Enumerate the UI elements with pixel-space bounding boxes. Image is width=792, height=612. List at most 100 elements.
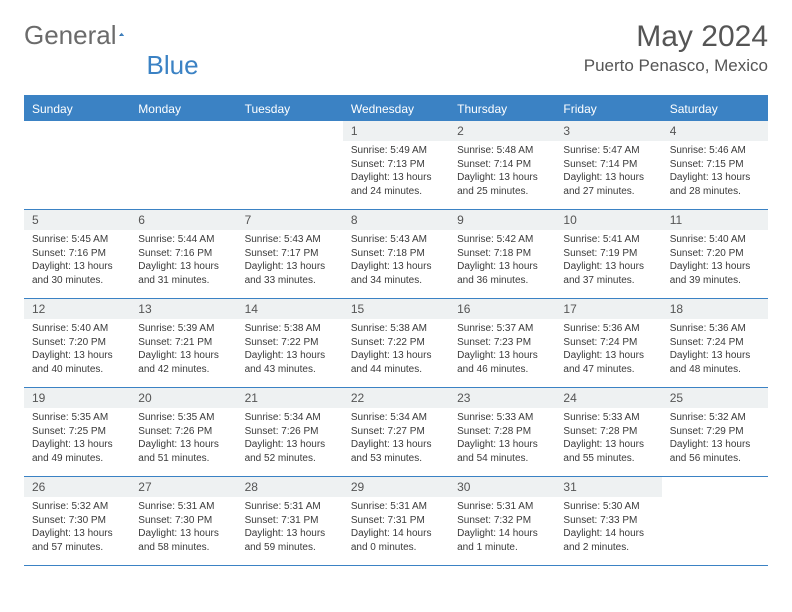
day-cell-1: 1Sunrise: 5:49 AMSunset: 7:13 PMDaylight… [343,121,449,210]
day-details: Sunrise: 5:33 AMSunset: 7:28 PMDaylight:… [449,408,555,471]
day-details: Sunrise: 5:33 AMSunset: 7:28 PMDaylight:… [555,408,661,471]
day-details: Sunrise: 5:31 AMSunset: 7:32 PMDaylight:… [449,497,555,560]
day-cell-29: 29Sunrise: 5:31 AMSunset: 7:31 PMDayligh… [343,477,449,566]
day-number: 24 [555,388,661,408]
day-number: 1 [343,121,449,141]
day-cell-12: 12Sunrise: 5:40 AMSunset: 7:20 PMDayligh… [24,299,130,388]
day-details: Sunrise: 5:34 AMSunset: 7:26 PMDaylight:… [237,408,343,471]
calendar-table: SundayMondayTuesdayWednesdayThursdayFrid… [24,95,768,566]
day-cell-2: 2Sunrise: 5:48 AMSunset: 7:14 PMDaylight… [449,121,555,210]
day-number: 13 [130,299,236,319]
day-number: 2 [449,121,555,141]
day-details: Sunrise: 5:37 AMSunset: 7:23 PMDaylight:… [449,319,555,382]
day-details: Sunrise: 5:36 AMSunset: 7:24 PMDaylight:… [555,319,661,382]
day-details: Sunrise: 5:47 AMSunset: 7:14 PMDaylight:… [555,141,661,204]
day-details: Sunrise: 5:32 AMSunset: 7:30 PMDaylight:… [24,497,130,560]
month-title: May 2024 [584,20,768,54]
weekday-wednesday: Wednesday [343,96,449,121]
day-cell-20: 20Sunrise: 5:35 AMSunset: 7:26 PMDayligh… [130,388,236,477]
weekday-saturday: Saturday [662,96,768,121]
day-details: Sunrise: 5:40 AMSunset: 7:20 PMDaylight:… [662,230,768,293]
day-cell-21: 21Sunrise: 5:34 AMSunset: 7:26 PMDayligh… [237,388,343,477]
day-number: 22 [343,388,449,408]
title-block: May 2024 Puerto Penasco, Mexico [584,20,768,76]
day-number: 28 [237,477,343,497]
day-number: 26 [24,477,130,497]
logo-text-1: General [24,20,117,51]
day-details: Sunrise: 5:41 AMSunset: 7:19 PMDaylight:… [555,230,661,293]
day-cell-26: 26Sunrise: 5:32 AMSunset: 7:30 PMDayligh… [24,477,130,566]
day-details: Sunrise: 5:46 AMSunset: 7:15 PMDaylight:… [662,141,768,204]
day-number: 6 [130,210,236,230]
day-cell-17: 17Sunrise: 5:36 AMSunset: 7:24 PMDayligh… [555,299,661,388]
day-details: Sunrise: 5:48 AMSunset: 7:14 PMDaylight:… [449,141,555,204]
day-number: 30 [449,477,555,497]
day-number: 15 [343,299,449,319]
day-cell-22: 22Sunrise: 5:34 AMSunset: 7:27 PMDayligh… [343,388,449,477]
day-cell-30: 30Sunrise: 5:31 AMSunset: 7:32 PMDayligh… [449,477,555,566]
day-number: 29 [343,477,449,497]
day-cell-19: 19Sunrise: 5:35 AMSunset: 7:25 PMDayligh… [24,388,130,477]
day-details: Sunrise: 5:43 AMSunset: 7:17 PMDaylight:… [237,230,343,293]
day-number: 7 [237,210,343,230]
day-cell-3: 3Sunrise: 5:47 AMSunset: 7:14 PMDaylight… [555,121,661,210]
day-cell-4: 4Sunrise: 5:46 AMSunset: 7:15 PMDaylight… [662,121,768,210]
day-number: 5 [24,210,130,230]
day-number: 9 [449,210,555,230]
day-number: 10 [555,210,661,230]
weekday-header-row: SundayMondayTuesdayWednesdayThursdayFrid… [24,96,768,121]
day-details: Sunrise: 5:38 AMSunset: 7:22 PMDaylight:… [237,319,343,382]
day-cell-28: 28Sunrise: 5:31 AMSunset: 7:31 PMDayligh… [237,477,343,566]
day-cell-10: 10Sunrise: 5:41 AMSunset: 7:19 PMDayligh… [555,210,661,299]
weekday-friday: Friday [555,96,661,121]
day-number: 20 [130,388,236,408]
weekday-thursday: Thursday [449,96,555,121]
day-cell-24: 24Sunrise: 5:33 AMSunset: 7:28 PMDayligh… [555,388,661,477]
day-cell-18: 18Sunrise: 5:36 AMSunset: 7:24 PMDayligh… [662,299,768,388]
week-row: 1Sunrise: 5:49 AMSunset: 7:13 PMDaylight… [24,121,768,210]
day-cell-23: 23Sunrise: 5:33 AMSunset: 7:28 PMDayligh… [449,388,555,477]
logo: General [24,20,147,51]
day-number: 31 [555,477,661,497]
day-cell-13: 13Sunrise: 5:39 AMSunset: 7:21 PMDayligh… [130,299,236,388]
day-number: 16 [449,299,555,319]
day-cell-11: 11Sunrise: 5:40 AMSunset: 7:20 PMDayligh… [662,210,768,299]
week-row: 26Sunrise: 5:32 AMSunset: 7:30 PMDayligh… [24,477,768,566]
weekday-tuesday: Tuesday [237,96,343,121]
day-details: Sunrise: 5:30 AMSunset: 7:33 PMDaylight:… [555,497,661,560]
day-details: Sunrise: 5:40 AMSunset: 7:20 PMDaylight:… [24,319,130,382]
day-number: 17 [555,299,661,319]
day-cell-6: 6Sunrise: 5:44 AMSunset: 7:16 PMDaylight… [130,210,236,299]
empty-cell [130,121,236,210]
week-row: 19Sunrise: 5:35 AMSunset: 7:25 PMDayligh… [24,388,768,477]
day-number: 18 [662,299,768,319]
day-number: 4 [662,121,768,141]
day-cell-5: 5Sunrise: 5:45 AMSunset: 7:16 PMDaylight… [24,210,130,299]
day-number: 21 [237,388,343,408]
day-number: 23 [449,388,555,408]
day-cell-7: 7Sunrise: 5:43 AMSunset: 7:17 PMDaylight… [237,210,343,299]
day-number: 11 [662,210,768,230]
day-details: Sunrise: 5:31 AMSunset: 7:30 PMDaylight:… [130,497,236,560]
day-details: Sunrise: 5:42 AMSunset: 7:18 PMDaylight:… [449,230,555,293]
day-cell-8: 8Sunrise: 5:43 AMSunset: 7:18 PMDaylight… [343,210,449,299]
empty-cell [662,477,768,566]
day-number: 3 [555,121,661,141]
day-details: Sunrise: 5:38 AMSunset: 7:22 PMDaylight:… [343,319,449,382]
day-details: Sunrise: 5:32 AMSunset: 7:29 PMDaylight:… [662,408,768,471]
location: Puerto Penasco, Mexico [584,56,768,76]
day-number: 12 [24,299,130,319]
day-details: Sunrise: 5:45 AMSunset: 7:16 PMDaylight:… [24,230,130,293]
day-details: Sunrise: 5:35 AMSunset: 7:26 PMDaylight:… [130,408,236,471]
day-cell-31: 31Sunrise: 5:30 AMSunset: 7:33 PMDayligh… [555,477,661,566]
week-row: 12Sunrise: 5:40 AMSunset: 7:20 PMDayligh… [24,299,768,388]
logo-text-2: Blue [147,50,199,81]
logo-mark-icon [119,23,124,45]
weekday-sunday: Sunday [24,96,130,121]
day-cell-15: 15Sunrise: 5:38 AMSunset: 7:22 PMDayligh… [343,299,449,388]
day-number: 14 [237,299,343,319]
day-number: 19 [24,388,130,408]
day-number: 25 [662,388,768,408]
day-cell-14: 14Sunrise: 5:38 AMSunset: 7:22 PMDayligh… [237,299,343,388]
day-details: Sunrise: 5:35 AMSunset: 7:25 PMDaylight:… [24,408,130,471]
